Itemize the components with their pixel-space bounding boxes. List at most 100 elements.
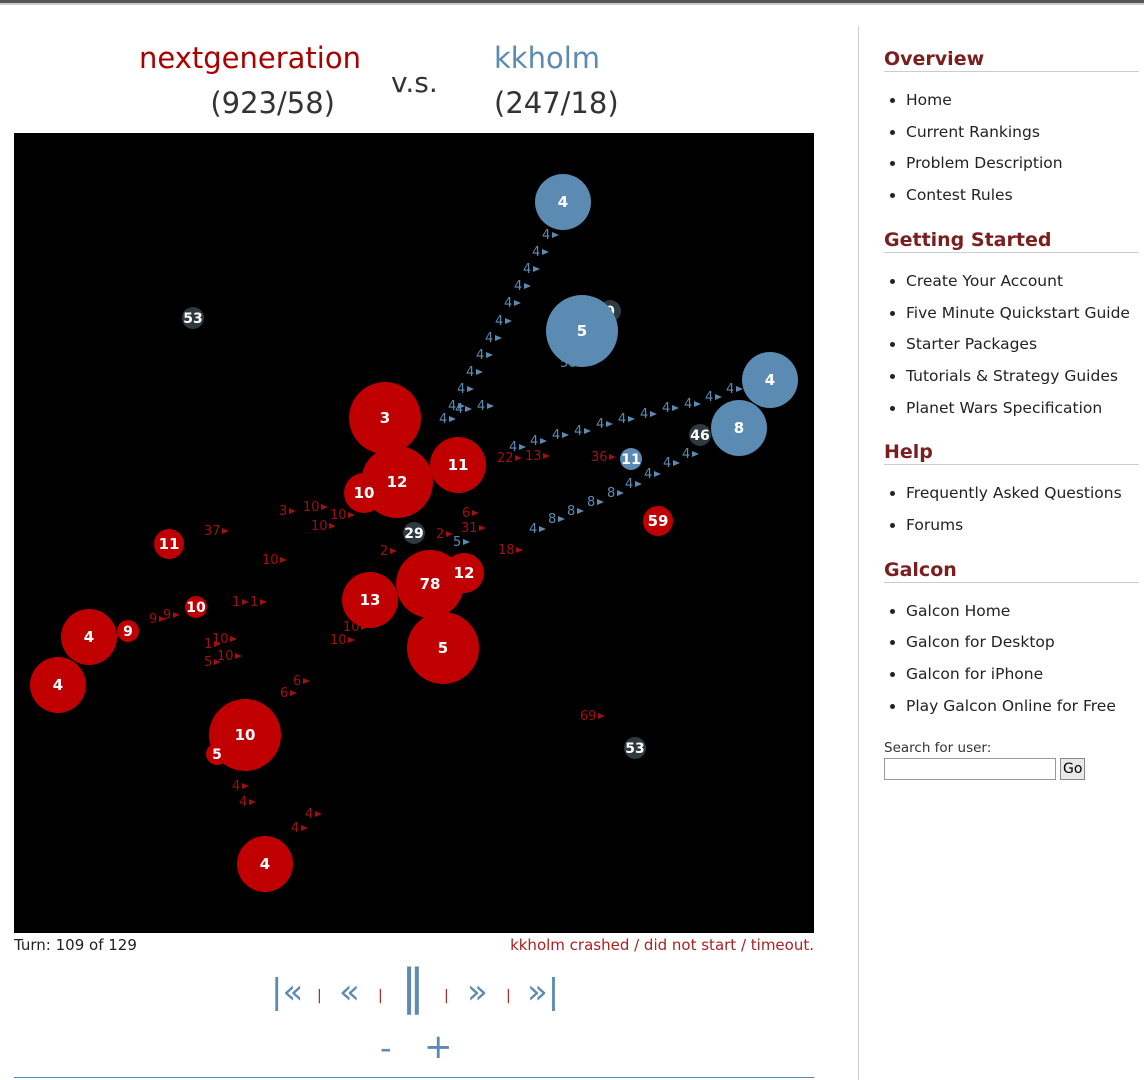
fleet-arrow-red <box>598 713 605 719</box>
fleet-arrow-red <box>303 678 310 684</box>
fleet-blue: 4 <box>618 412 626 427</box>
link-current-rankings[interactable]: Current Rankings <box>906 122 1040 141</box>
link-galcon-iphone[interactable]: Galcon for iPhone <box>906 665 1044 684</box>
section-title-galcon: Galcon <box>884 559 1139 583</box>
planet-ship-count: 12 <box>387 473 408 491</box>
player2-name[interactable]: kkholm <box>494 41 601 75</box>
fleet-arrow-red <box>159 616 166 622</box>
fleet-blue: 4 <box>529 522 537 537</box>
fleet-arrow-red <box>348 512 355 518</box>
last-turn-button[interactable]: »| <box>527 972 560 1012</box>
control-separator: | <box>444 988 449 1004</box>
fleet-blue: 4 <box>509 440 517 455</box>
match-status: kkholm crashed / did not start / timeout… <box>510 936 814 954</box>
fleet-blue: 4 <box>640 407 648 422</box>
list-item: Galcon for iPhone <box>906 659 1139 691</box>
fleet-arrow-blue <box>673 460 680 466</box>
fleet-blue: 4 <box>684 397 692 412</box>
pause-button[interactable]: ‖ <box>401 959 425 1015</box>
link-galcon-home[interactable]: Galcon Home <box>906 601 1011 620</box>
fleet-arrow-blue <box>505 318 512 324</box>
fleet-red: 69 <box>580 709 597 724</box>
fleet-blue: 4 <box>457 382 465 397</box>
planet-red <box>117 620 139 642</box>
link-specification[interactable]: Planet Wars Specification <box>906 398 1103 417</box>
fleet-arrow-blue <box>654 471 661 477</box>
user-search-input[interactable] <box>884 757 1056 780</box>
fleet-blue: 8 <box>548 512 556 527</box>
fleet-arrow-red <box>230 636 237 642</box>
fleet-blue: 4 <box>705 390 713 405</box>
fleet-blue: 4 <box>682 447 690 462</box>
list-item: Problem Description <box>906 148 1139 180</box>
fleet-arrow-blue <box>584 428 591 434</box>
link-forums[interactable]: Forums <box>906 516 964 535</box>
link-contest-rules[interactable]: Contest Rules <box>906 186 1013 205</box>
link-quickstart-guide[interactable]: Five Minute Quickstart Guide <box>906 303 1130 322</box>
fleet-arrow-blue <box>672 405 679 411</box>
list-item: Starter Packages <box>906 329 1139 361</box>
zoom-in-button[interactable]: + <box>424 1027 453 1067</box>
turn-counter: Turn: 109 of 129 <box>14 936 137 954</box>
fleet-arrow-red <box>242 783 249 789</box>
fleet-arrow-blue <box>487 403 494 409</box>
planet-ship-count: 5 <box>438 639 448 657</box>
fleet-red: 36 <box>591 450 608 465</box>
zoom-out-button[interactable]: - <box>380 1029 392 1067</box>
link-galcon-desktop[interactable]: Galcon for Desktop <box>906 633 1055 652</box>
planet-blue <box>546 295 618 367</box>
link-tutorials[interactable]: Tutorials & Strategy Guides <box>906 366 1118 385</box>
playback-controls: |« | « | ‖ | » | »| - + <box>14 958 814 1078</box>
list-item: Galcon for Desktop <box>906 627 1139 659</box>
fleet-red: 1 <box>232 595 240 610</box>
fleet-arrow-blue <box>514 300 521 306</box>
planet-red <box>61 609 117 665</box>
first-turn-button[interactable]: |« <box>271 972 304 1012</box>
planet-ship-count: 11 <box>159 535 180 553</box>
fleet-arrow-blue <box>465 406 472 412</box>
fleet-arrow-blue <box>606 421 613 427</box>
section-title-getting-started: Getting Started <box>884 229 1139 253</box>
link-faq[interactable]: Frequently Asked Questions <box>906 484 1122 503</box>
fleet-blue: 4 <box>625 477 633 492</box>
link-problem-description[interactable]: Problem Description <box>906 154 1063 173</box>
player1-name[interactable]: nextgeneration <box>139 41 361 75</box>
fleet-arrow-red <box>301 825 308 831</box>
fleet-blue: 4 <box>485 331 493 346</box>
planet-red <box>643 506 673 536</box>
link-home[interactable]: Home <box>906 91 952 109</box>
fleet-arrow-red <box>515 455 522 461</box>
fleet-arrow-red <box>446 531 453 537</box>
fleet-arrow-blue <box>635 481 642 487</box>
fleet-arrow-red <box>543 453 550 459</box>
fleet-arrow-red <box>173 612 180 618</box>
fleet-arrow-blue <box>715 394 722 400</box>
planet-ship-count: 5 <box>577 322 587 340</box>
fleet-blue: 4 <box>455 402 463 417</box>
controls-divider <box>14 1077 814 1078</box>
go-button[interactable]: Go <box>1060 757 1086 780</box>
fleet-arrow-blue <box>628 416 635 422</box>
fleet-red: 22 <box>497 451 514 466</box>
planet-red <box>430 437 486 493</box>
planet-ship-count: 10 <box>354 484 375 502</box>
fleet-arrow-red <box>479 525 486 531</box>
planet-red <box>185 596 207 618</box>
fleet-arrow-blue <box>519 444 526 450</box>
fleet-arrow-red <box>329 523 336 529</box>
link-starter-packages[interactable]: Starter Packages <box>906 335 1038 354</box>
next-turn-button[interactable]: » <box>467 972 488 1012</box>
section-title-help: Help <box>884 441 1139 466</box>
fleet-red: 13 <box>525 449 542 464</box>
previous-turn-button[interactable]: « <box>339 972 360 1012</box>
planet-ship-count: 12 <box>454 564 475 582</box>
planet-ship-count: 9 <box>123 624 133 640</box>
list-item: Tutorials & Strategy Guides <box>906 361 1139 393</box>
link-galcon-online[interactable]: Play Galcon Online for Free <box>906 696 1116 715</box>
link-create-account[interactable]: Create Your Account <box>906 271 1064 290</box>
control-separator: | <box>506 988 511 1004</box>
planet-red <box>237 836 293 892</box>
fleet-arrow-blue <box>694 401 701 407</box>
fleet-arrow-blue <box>597 499 604 505</box>
planet-neutral <box>624 737 646 759</box>
